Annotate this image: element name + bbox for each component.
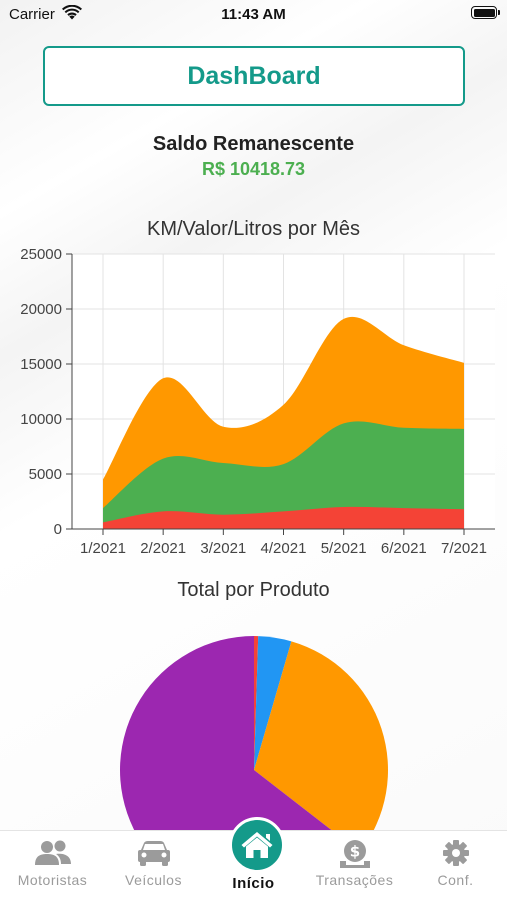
- dashboard-button[interactable]: DashBoard: [43, 46, 465, 106]
- car-icon: [137, 841, 170, 866]
- money-icon: $: [339, 840, 370, 868]
- x-tick-label: 5/2021: [321, 540, 367, 557]
- x-tick-label: 2/2021: [140, 540, 186, 557]
- tab-conf[interactable]: Conf.: [405, 831, 506, 901]
- pie-slice-3: [120, 636, 332, 830]
- tab-inicio[interactable]: Início: [203, 817, 304, 901]
- tab-bar: Motoristas Veículos Início: [0, 817, 507, 901]
- gear-icon: [442, 840, 469, 866]
- y-tick-label: 5000: [29, 466, 62, 483]
- y-tick-label: 25000: [20, 246, 62, 263]
- tab-label-inicio: Início: [232, 875, 275, 892]
- x-tick-label: 4/2021: [261, 540, 307, 557]
- balance-label: Saldo Remanescente: [152, 133, 355, 155]
- battery-icon: [471, 6, 500, 19]
- tab-label-motoristas: Motoristas: [17, 872, 88, 888]
- area-chart-title: KM/Valor/Litros por Mês: [146, 218, 361, 240]
- clock: 11:43 AM: [221, 6, 286, 23]
- pie-slice-0: [254, 636, 259, 770]
- tab-motoristas[interactable]: Motoristas: [2, 831, 103, 901]
- y-tick-label: 20000: [20, 301, 62, 318]
- pie-chart: [120, 636, 388, 830]
- tab-label-transacoes: Transações: [315, 872, 394, 888]
- tab-veiculos[interactable]: Veículos: [103, 831, 204, 901]
- svg-text:$: $: [349, 843, 359, 861]
- pie-chart-title: Total por Produto: [177, 579, 330, 601]
- area-series-1: [103, 421, 464, 529]
- pie-slice-2: [254, 641, 388, 830]
- status-bar: Carrier 11:43 AM: [0, 0, 507, 30]
- tab-label-veiculos: Veículos: [125, 872, 182, 888]
- y-tick-label: 15000: [20, 356, 62, 373]
- users-icon: [34, 840, 71, 865]
- area-chart: 0 5000 10000 15000 20000 25000 1/2021 2/2021 3/2…: [20, 246, 495, 557]
- x-tick-label: 7/2021: [441, 540, 487, 557]
- y-tick-label: 0: [54, 521, 62, 538]
- tab-transacoes[interactable]: $ Transações: [304, 831, 405, 901]
- home-button[interactable]: [229, 817, 285, 873]
- balance-value: R$ 10418.73: [201, 159, 306, 179]
- y-tick-label: 10000: [20, 411, 62, 428]
- carrier-label: Carrier: [9, 6, 55, 23]
- tab-label-conf: Conf.: [437, 872, 474, 888]
- x-tick-label: 3/2021: [200, 540, 246, 557]
- x-tick-label: 1/2021: [80, 540, 126, 557]
- area-series-0: [103, 506, 464, 529]
- pie-slice-1: [254, 636, 292, 770]
- wifi-icon: [62, 5, 82, 20]
- home-icon: [241, 832, 273, 858]
- x-tick-label: 6/2021: [381, 540, 427, 557]
